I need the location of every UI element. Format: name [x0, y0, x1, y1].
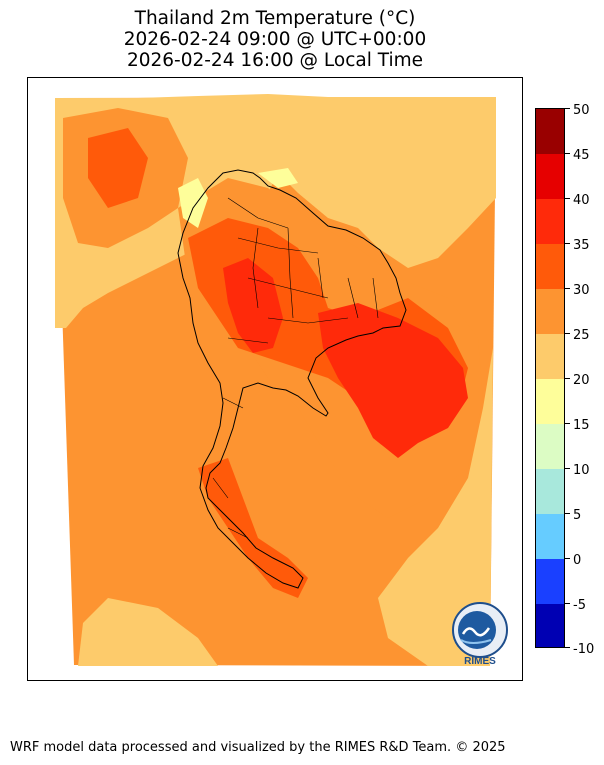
temp-zone-35-40-south	[198, 458, 308, 598]
country-outline	[177, 169, 407, 589]
colorbar-level-5-10	[536, 469, 564, 514]
footer-credit: WRF model data processed and visualized …	[10, 740, 506, 755]
temp-zone-35-40-central	[223, 258, 283, 353]
title-line-2: 2026-02-24 09:00 @ UTC+00:00	[123, 29, 427, 50]
province-lines	[212, 197, 379, 539]
colorbar-level-neg5-0	[536, 559, 564, 604]
colorbar-tick-label: 25	[573, 328, 590, 343]
title-line-3: 2026-02-24 16:00 @ Local Time	[126, 50, 424, 71]
temp-zone-30-35-north	[88, 128, 148, 208]
colorbar-tick	[565, 243, 570, 244]
colorbar-tick-label: 5	[573, 508, 582, 523]
colorbar-tick	[565, 378, 570, 379]
colorbar-level-40-45	[536, 154, 564, 199]
temp-zone-35-40-east	[318, 303, 468, 458]
title-line-1: Thailand 2m Temperature (°C)	[134, 8, 416, 29]
colorbar-level-10-15	[536, 424, 564, 469]
colorbar-tick-label: 50	[573, 103, 590, 118]
colorbar-tick-label: 20	[573, 373, 590, 388]
colorbar-tick	[565, 647, 570, 648]
colorbar-tick	[565, 288, 570, 289]
colorbar-tick	[565, 153, 570, 154]
rimes-logo: RIMES	[447, 600, 513, 668]
colorbar-tick-label: 40	[573, 193, 590, 208]
colorbar-tick-label: -10	[573, 642, 595, 657]
colorbar-tick	[565, 468, 570, 469]
temperature-map	[27, 77, 523, 681]
rimes-logo-icon: RIMES	[452, 602, 508, 667]
colorbar-tick-label: 45	[573, 148, 590, 163]
colorbar-level-0-5	[536, 514, 564, 559]
temp-zone-20-25-south	[78, 598, 218, 666]
colorbar-level-20-25	[536, 334, 564, 379]
colorbar-tick-label: 35	[573, 238, 590, 253]
colorbar-tick-label: -5	[573, 598, 586, 613]
temp-zone-15-20	[178, 178, 208, 228]
colorbar-tick	[565, 513, 570, 514]
logo-text: RIMES	[464, 656, 496, 667]
colorbar-tick	[565, 333, 570, 334]
colorbar-tick-label: 30	[573, 283, 590, 298]
colorbar-tick	[565, 198, 570, 199]
colorbar-tick	[565, 603, 570, 604]
colorbar	[535, 108, 565, 648]
chart-title: Thailand 2m Temperature (°C) 2026-02-24 …	[0, 8, 550, 71]
colorbar-tick	[565, 558, 570, 559]
colorbar-level-15-20	[536, 379, 564, 424]
colorbar-level-25-30	[536, 289, 564, 334]
colorbar-tick	[565, 108, 570, 109]
colorbar-level-neg10-neg5	[536, 604, 564, 647]
map-canvas	[55, 94, 496, 666]
colorbar-level-30-35	[536, 244, 564, 289]
colorbar-tick-label: 10	[573, 463, 590, 478]
colorbar-tick	[565, 423, 570, 424]
temp-zone-15-20-b	[258, 168, 298, 188]
colorbar-tick-label: 0	[573, 553, 582, 568]
temp-zone-20-25-east	[378, 348, 493, 666]
colorbar-tick-label: 15	[573, 418, 590, 433]
colorbar-level-35-40	[536, 199, 564, 244]
colorbar-level-45-50	[536, 109, 564, 154]
